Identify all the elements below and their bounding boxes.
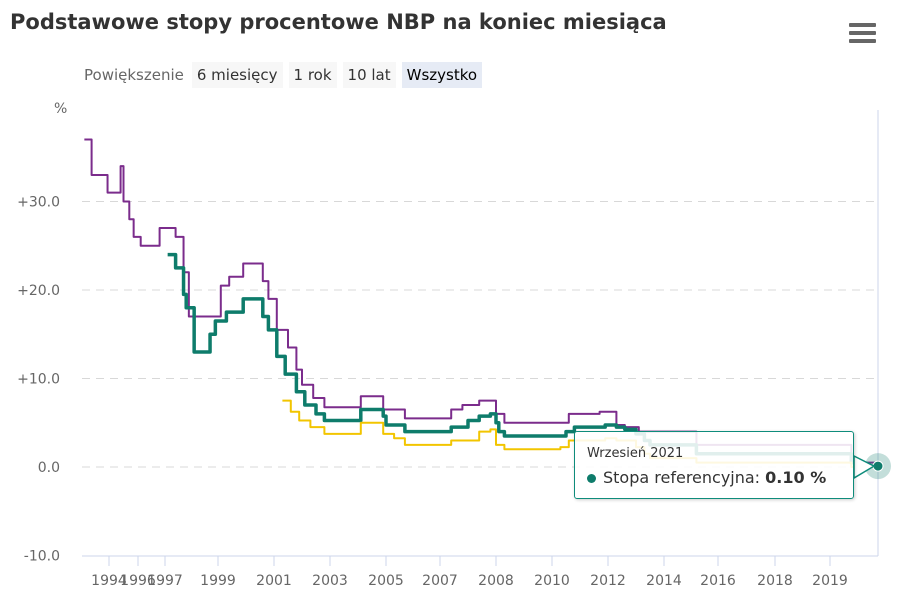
- chart-title: Podstawowe stopy procentowe NBP na konie…: [10, 10, 667, 34]
- x-tick-label: 2018: [757, 573, 793, 589]
- series-line-1[interactable]: [167, 252, 878, 468]
- x-tick-label: 2003: [312, 573, 348, 589]
- y-tick-label: +30.0: [17, 195, 60, 211]
- zoom-label: Powiększenie: [84, 66, 184, 84]
- range-selector: Powiększenie 6 miesięcy 1 rok 10 lat Wsz…: [84, 62, 488, 88]
- x-tick-label: 2007: [422, 573, 458, 589]
- zoom-10-years-button[interactable]: 10 lat: [342, 62, 396, 88]
- tooltip-row: Stopa referencyjna: 0.10 %: [587, 468, 826, 487]
- x-tick-label: 2014: [646, 573, 682, 589]
- x-tick-label: 2005: [368, 573, 404, 589]
- hamburger-menu-icon[interactable]: [849, 23, 876, 43]
- y-unit-label: %: [54, 101, 67, 117]
- x-tick-label: 2019: [812, 573, 848, 589]
- zoom-6-months-button[interactable]: 6 miesięcy: [191, 62, 283, 88]
- x-tick-label: 2016: [700, 573, 736, 589]
- x-tick-label: 2008: [478, 573, 514, 589]
- y-tick-label: -10.0: [24, 549, 60, 565]
- x-tick-label: 2012: [590, 573, 626, 589]
- y-tick-label: +20.0: [17, 283, 60, 299]
- x-tick-label: 2010: [534, 573, 570, 589]
- tooltip-series-name: Stopa referencyjna:: [603, 468, 761, 487]
- series-dot-icon: [587, 474, 596, 483]
- tooltip: Wrzesień 2021 Stopa referencyjna: 0.10 %: [574, 431, 854, 499]
- x-tick-label: 1997: [147, 573, 183, 589]
- series-line-0[interactable]: [84, 138, 878, 464]
- zoom-all-button[interactable]: Wszystko: [401, 62, 483, 88]
- zoom-1-year-button[interactable]: 1 rok: [288, 62, 337, 88]
- tooltip-date: Wrzesień 2021: [587, 446, 684, 461]
- x-tick-label: 2001: [256, 573, 292, 589]
- x-tick-label: 1994: [91, 573, 127, 589]
- y-tick-label: +10.0: [17, 372, 60, 388]
- x-tick-label: 1996: [120, 573, 156, 589]
- tooltip-value: 0.10 %: [765, 468, 827, 487]
- y-tick-label: 0.0: [38, 460, 60, 476]
- x-tick-label: 1999: [200, 573, 236, 589]
- tooltip-arrow: [853, 454, 876, 480]
